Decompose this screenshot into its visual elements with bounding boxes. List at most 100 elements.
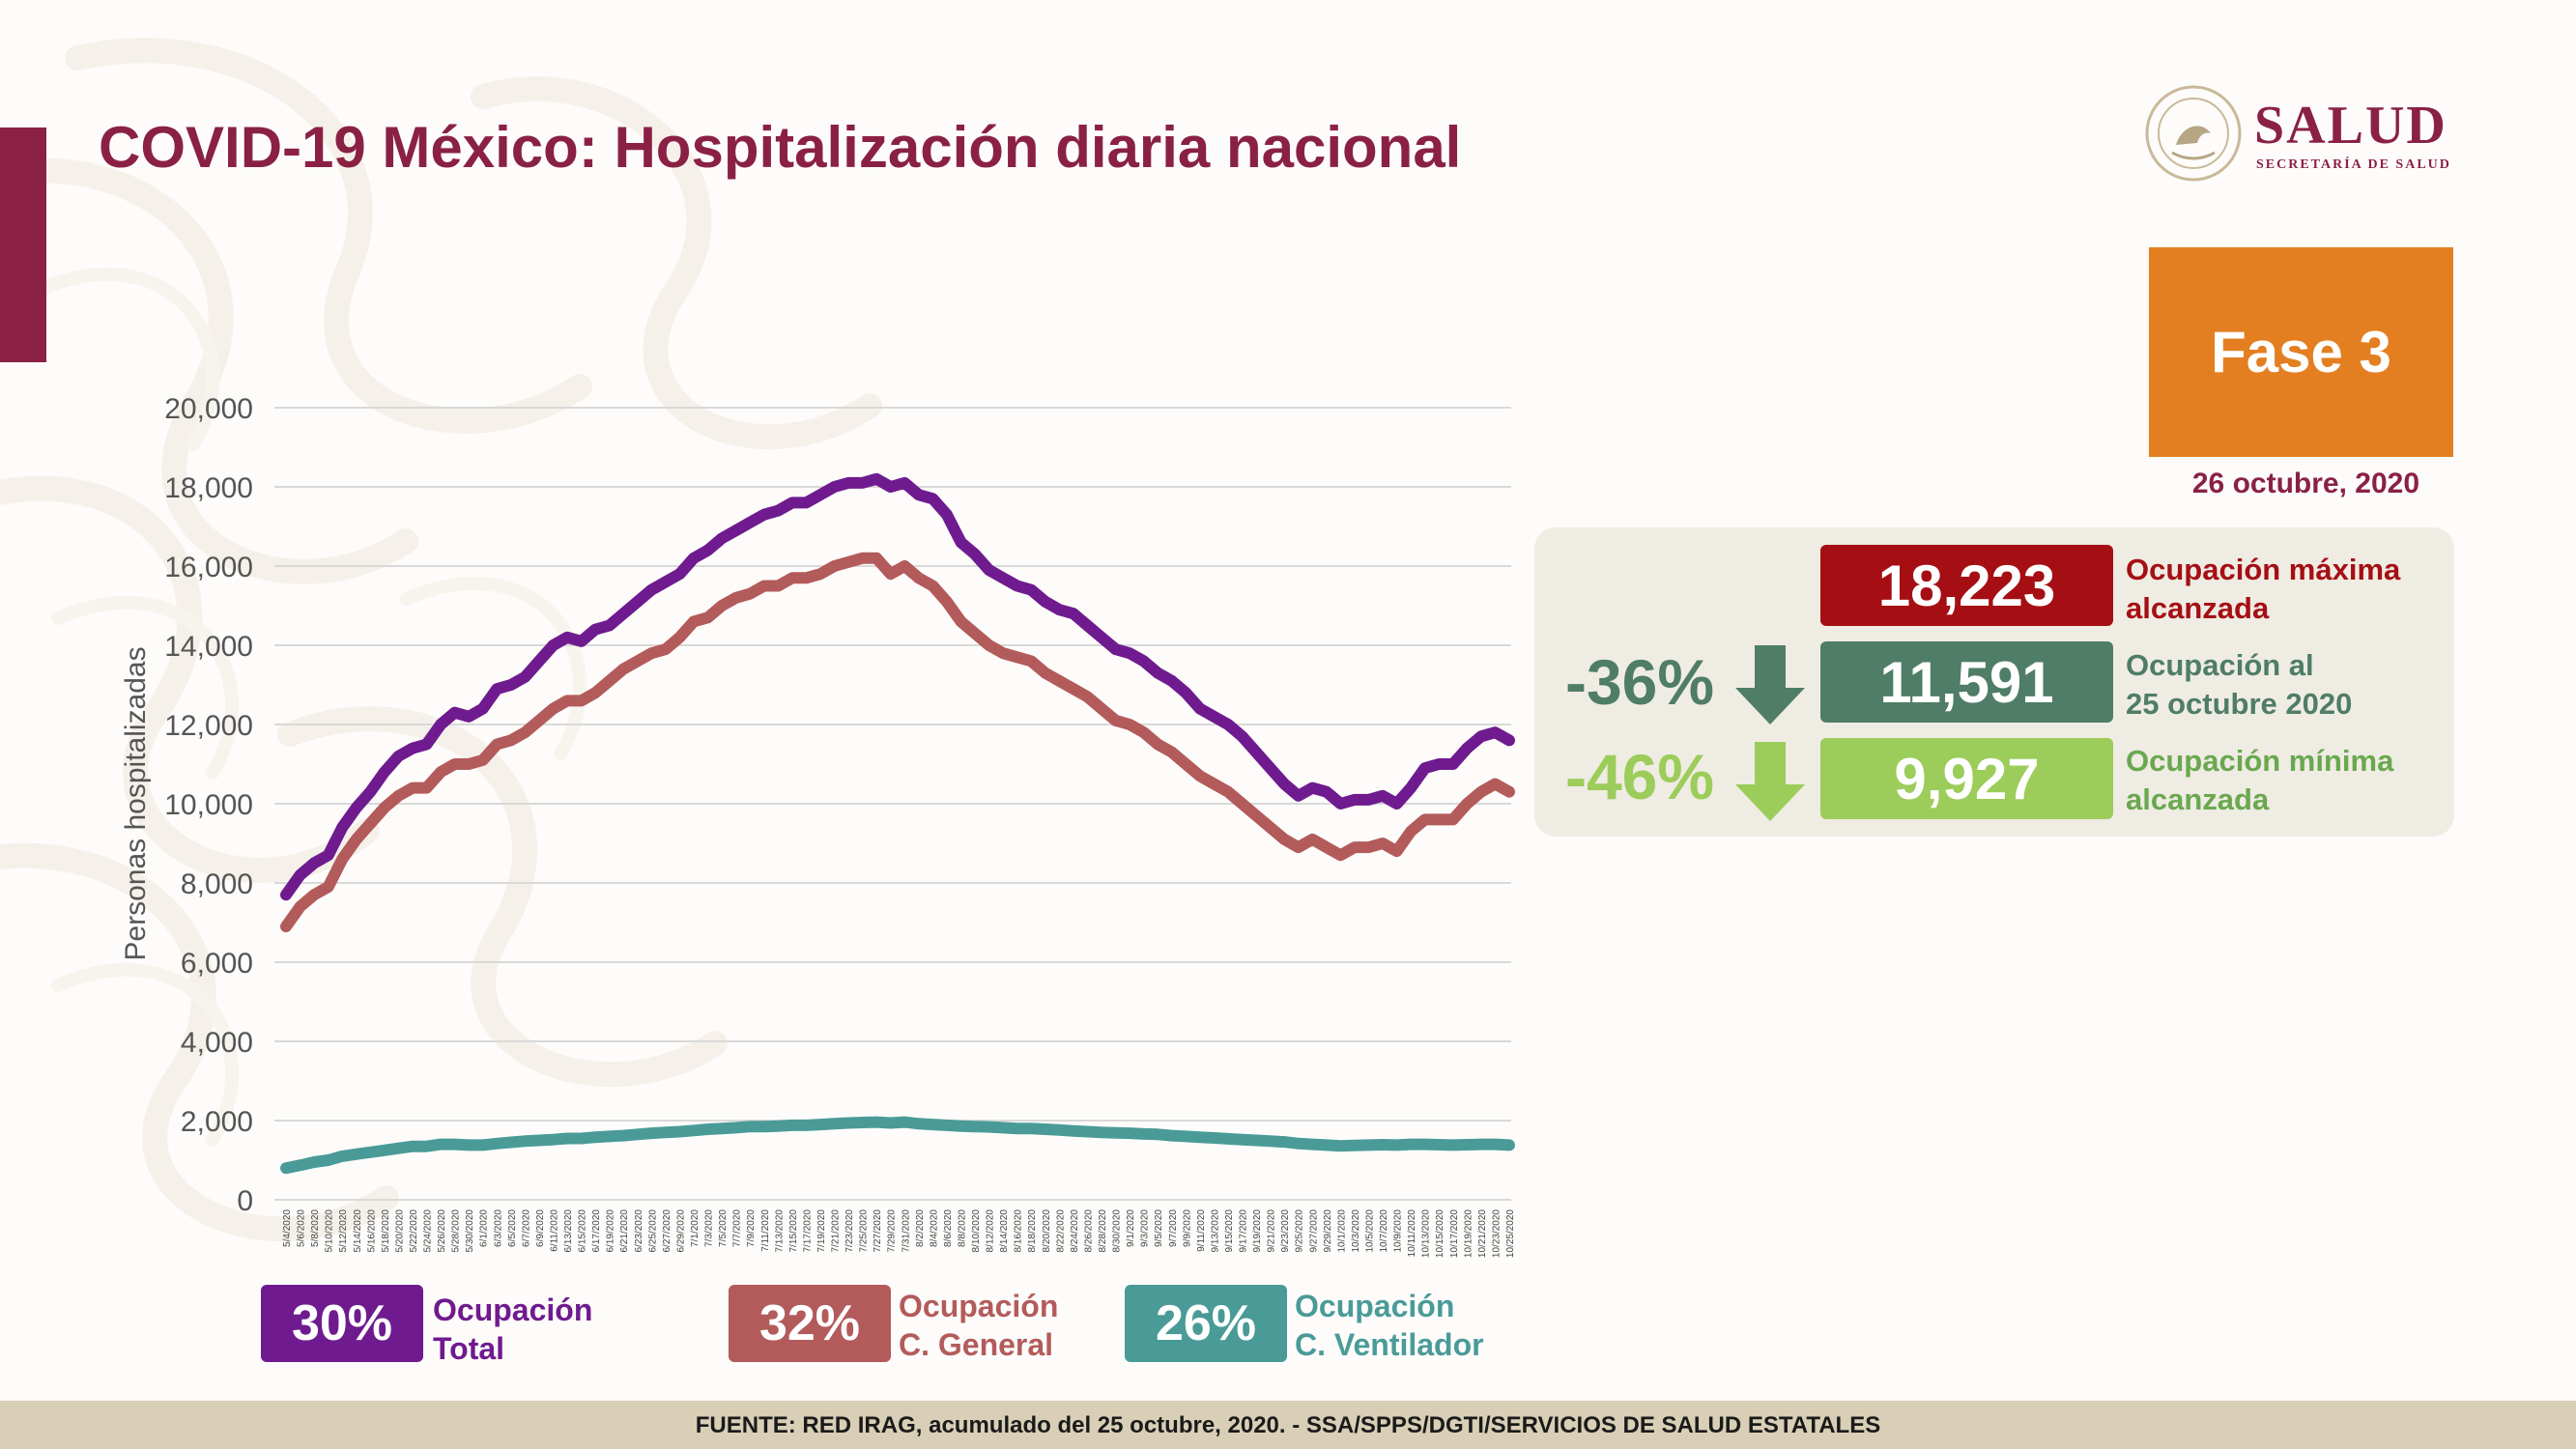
x-tick-label: 7/7/2020 (732, 1209, 743, 1247)
x-tick-label: 6/1/2020 (479, 1209, 490, 1247)
x-tick-label: 5/4/2020 (282, 1209, 293, 1247)
x-tick-label: 8/4/2020 (929, 1209, 939, 1247)
x-tick-label: 8/8/2020 (957, 1209, 967, 1247)
x-tick-label: 7/17/2020 (802, 1209, 813, 1253)
footer-bar (0, 1401, 2576, 1449)
x-tick-label: 10/25/2020 (1505, 1209, 1516, 1258)
y-tick-label: 12,000 (164, 710, 253, 742)
x-tick-label: 10/5/2020 (1364, 1209, 1375, 1253)
x-tick-label: 6/29/2020 (675, 1209, 686, 1253)
legend-general-label: Ocupación C. General (899, 1289, 1059, 1362)
x-tick-label: 5/20/2020 (394, 1209, 405, 1253)
x-tick-label: 6/11/2020 (549, 1209, 559, 1252)
x-tick-label: 8/18/2020 (1027, 1209, 1038, 1253)
background-pattern (0, 38, 882, 1242)
max-occupancy-label: Ocupación máxima alcanzada (2126, 553, 2401, 625)
x-tick-label: 8/14/2020 (999, 1209, 1010, 1253)
x-tick-label: 7/1/2020 (690, 1209, 701, 1247)
x-tick-label: 7/29/2020 (887, 1209, 898, 1253)
x-tick-label: 6/5/2020 (507, 1209, 518, 1247)
x-tick-label: 8/24/2020 (1070, 1209, 1080, 1253)
hospitalization-line-chart: 0 2,000 4,000 6,000 8,000 10,000 12,000 14,000 1… (120, 393, 1516, 1258)
x-tick-label: 5/12/2020 (338, 1209, 349, 1253)
x-tick-label: 5/16/2020 (366, 1209, 377, 1253)
x-tick-label: 9/25/2020 (1295, 1209, 1305, 1253)
x-tick-label: 6/3/2020 (493, 1209, 503, 1247)
legend-ventilador-label: Ocupación C. Ventilador (1295, 1289, 1484, 1362)
x-tick-label: 10/15/2020 (1435, 1209, 1445, 1258)
x-tick-label: 9/3/2020 (1140, 1209, 1151, 1247)
x-tick-label: 9/13/2020 (1210, 1209, 1220, 1253)
min-occupancy-value: 9,927 (1820, 738, 2113, 819)
x-tick-label: 8/22/2020 (1055, 1209, 1066, 1253)
current-occupancy-value: 11,591 (1820, 641, 2113, 723)
y-tick-label: 6,000 (181, 948, 253, 980)
x-tick-label: 9/29/2020 (1323, 1209, 1333, 1253)
x-tick-label: 8/20/2020 (1042, 1209, 1052, 1253)
legend-ventilador-percent: 26% (1125, 1285, 1287, 1362)
x-tick-label: 10/23/2020 (1491, 1209, 1502, 1258)
y-tick-label: 4,000 (181, 1027, 253, 1059)
x-tick-label: 8/30/2020 (1112, 1209, 1123, 1253)
x-tick-label: 10/7/2020 (1379, 1209, 1389, 1253)
x-tick-label: 7/19/2020 (816, 1209, 827, 1253)
x-tick-label: 7/5/2020 (718, 1209, 729, 1247)
x-tick-label: 6/23/2020 (634, 1209, 644, 1253)
x-tick-label: 5/6/2020 (297, 1209, 307, 1247)
x-tick-label: 6/7/2020 (521, 1209, 531, 1247)
current-change-percent: -36% (1565, 646, 1715, 718)
x-tick-label: 8/10/2020 (971, 1209, 982, 1253)
x-tick-label: 7/31/2020 (901, 1209, 911, 1253)
national-seal-icon (2145, 85, 2242, 182)
x-tick-label: 6/15/2020 (578, 1209, 588, 1253)
current-occupancy-label: Ocupación al 25 octubre 2020 (2126, 648, 2353, 721)
x-tick-label: 9/27/2020 (1308, 1209, 1319, 1253)
x-tick-label: 5/10/2020 (325, 1209, 335, 1253)
x-tick-label: 5/28/2020 (451, 1209, 462, 1253)
legend-total-label: Ocupación Total (433, 1293, 593, 1366)
y-tick-label: 8,000 (181, 868, 253, 900)
y-axis-label: Personas hospitalizadas (120, 646, 152, 960)
x-tick-label: 7/25/2020 (859, 1209, 870, 1253)
x-tick-label: 10/9/2020 (1393, 1209, 1404, 1253)
x-tick-label: 6/19/2020 (606, 1209, 616, 1253)
x-tick-label: 6/17/2020 (591, 1209, 602, 1253)
phase-badge: Fase 3 (2149, 247, 2453, 457)
x-tick-label: 8/2/2020 (915, 1209, 926, 1247)
x-tick-label: 7/13/2020 (774, 1209, 785, 1253)
phase-date: 26 octubre, 2020 (2191, 468, 2419, 499)
min-change-percent: -46% (1565, 741, 1715, 812)
x-tick-label: 10/19/2020 (1463, 1209, 1474, 1258)
x-tick-label: 9/5/2020 (1154, 1209, 1164, 1247)
x-tick-label: 5/24/2020 (423, 1209, 434, 1253)
x-tick-label: 5/30/2020 (465, 1209, 475, 1253)
x-tick-label: 10/17/2020 (1449, 1209, 1460, 1258)
down-arrow-icon (1735, 645, 1805, 724)
x-tick-label: 8/26/2020 (1083, 1209, 1094, 1253)
logo-subtitle: SECRETARÍA DE SALUD (2256, 157, 2451, 172)
x-tick-label: 7/11/2020 (760, 1209, 771, 1252)
y-tick-label: 2,000 (181, 1106, 253, 1138)
min-occupancy-label: Ocupación mínima alcanzada (2126, 744, 2394, 816)
legend-total-percent: 30% (261, 1285, 423, 1362)
x-tick-label: 7/21/2020 (831, 1209, 842, 1253)
series-line-ventilador (280, 1116, 1515, 1175)
x-tick-label: 9/23/2020 (1280, 1209, 1291, 1253)
x-tick-label: 10/11/2020 (1407, 1209, 1417, 1258)
x-tick-label: 9/7/2020 (1168, 1209, 1179, 1247)
x-tick-label: 6/27/2020 (662, 1209, 673, 1253)
y-tick-label: 18,000 (164, 472, 253, 504)
max-occupancy-value: 18,223 (1820, 545, 2113, 626)
x-tick-label: 10/21/2020 (1477, 1209, 1488, 1258)
x-tick-label: 9/1/2020 (1126, 1209, 1136, 1247)
x-tick-label: 6/25/2020 (647, 1209, 658, 1253)
x-tick-label: 6/13/2020 (563, 1209, 574, 1253)
x-tick-label: 9/19/2020 (1252, 1209, 1263, 1253)
x-tick-label: 7/9/2020 (746, 1209, 757, 1247)
x-tick-label: 9/11/2020 (1196, 1209, 1207, 1252)
x-tick-label: 6/9/2020 (535, 1209, 546, 1247)
series-line-total (280, 472, 1515, 901)
y-tick-label: 20,000 (164, 393, 253, 425)
x-tick-label: 8/16/2020 (1014, 1209, 1024, 1253)
x-tick-label: 5/22/2020 (409, 1209, 419, 1253)
